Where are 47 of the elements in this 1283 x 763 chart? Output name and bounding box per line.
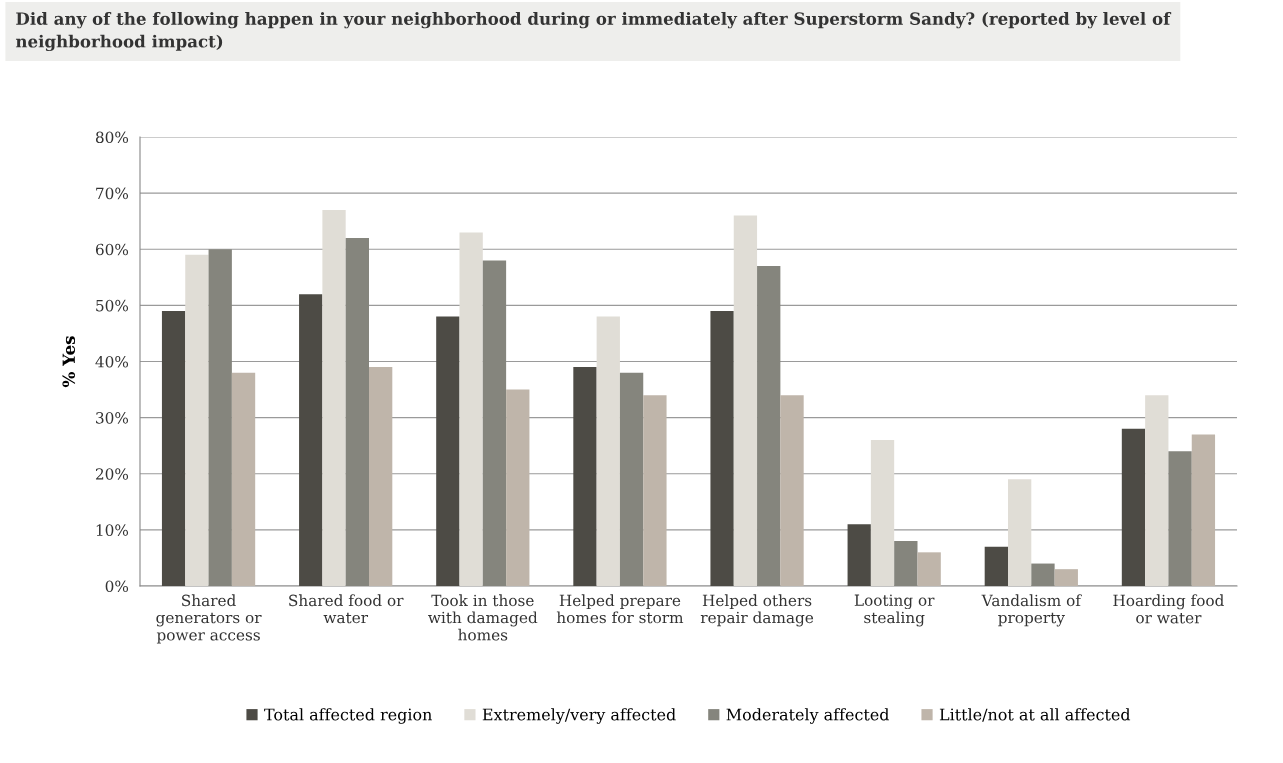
bar [506, 389, 530, 586]
x-tick-label: Took in those with damaged homes [428, 594, 538, 641]
y-tick-label: 0% [105, 580, 129, 593]
y-tick-label: 70% [96, 187, 129, 200]
bar [322, 209, 346, 586]
bar [733, 215, 758, 586]
bar [917, 552, 941, 586]
y-tick-label: 30% [96, 412, 129, 424]
x-tick-label: Vandalism of property [981, 594, 1082, 627]
bar [1121, 428, 1146, 586]
y-axis-title: % Yes [62, 336, 76, 388]
y-tick-label: 10% [96, 524, 129, 536]
bar [436, 316, 460, 586]
y-tick-label: 60% [95, 243, 129, 256]
bar [299, 294, 323, 586]
bar [369, 367, 393, 586]
bar [459, 232, 483, 586]
bar [780, 395, 804, 586]
bar [596, 316, 620, 586]
bar [847, 524, 871, 586]
bar [1054, 569, 1078, 586]
x-tick-label: Shared food or water [289, 594, 404, 624]
y-tick-label: 20% [95, 468, 129, 480]
x-tick-label: Looting or stealing [854, 594, 935, 627]
y-tick-label: 50% [96, 299, 129, 312]
x-tick-label: Shared generators or power access [156, 594, 262, 644]
bar [1191, 434, 1216, 586]
x-tick-label: Hoarding food or water [1113, 594, 1224, 624]
bar [984, 546, 1008, 586]
chart-title: Did any of the following happen in your neighborhood during or immediately after Superstorm Sandy? (reported by level of neighborhood impact) [15, 12, 1172, 52]
bar [161, 310, 186, 586]
x-tick-label: Helped others repair damage [700, 594, 814, 627]
bar [1008, 479, 1032, 586]
legend-label: Moderately affected [726, 708, 890, 724]
bar [870, 440, 895, 586]
bar [573, 367, 597, 586]
legend-label: Extremely/very affected [482, 708, 676, 724]
legend-label: Total affected region [264, 708, 432, 724]
bar [185, 254, 209, 586]
bar [231, 372, 256, 586]
y-tick-label: 40% [95, 355, 129, 368]
legend-label: Little/not at all affected [939, 708, 1131, 722]
bar [710, 310, 734, 586]
bar [643, 395, 667, 586]
y-tick-label: 80% [95, 131, 129, 144]
x-tick-label: Helped prepare homes for storm [556, 594, 684, 624]
bar [1145, 395, 1169, 586]
